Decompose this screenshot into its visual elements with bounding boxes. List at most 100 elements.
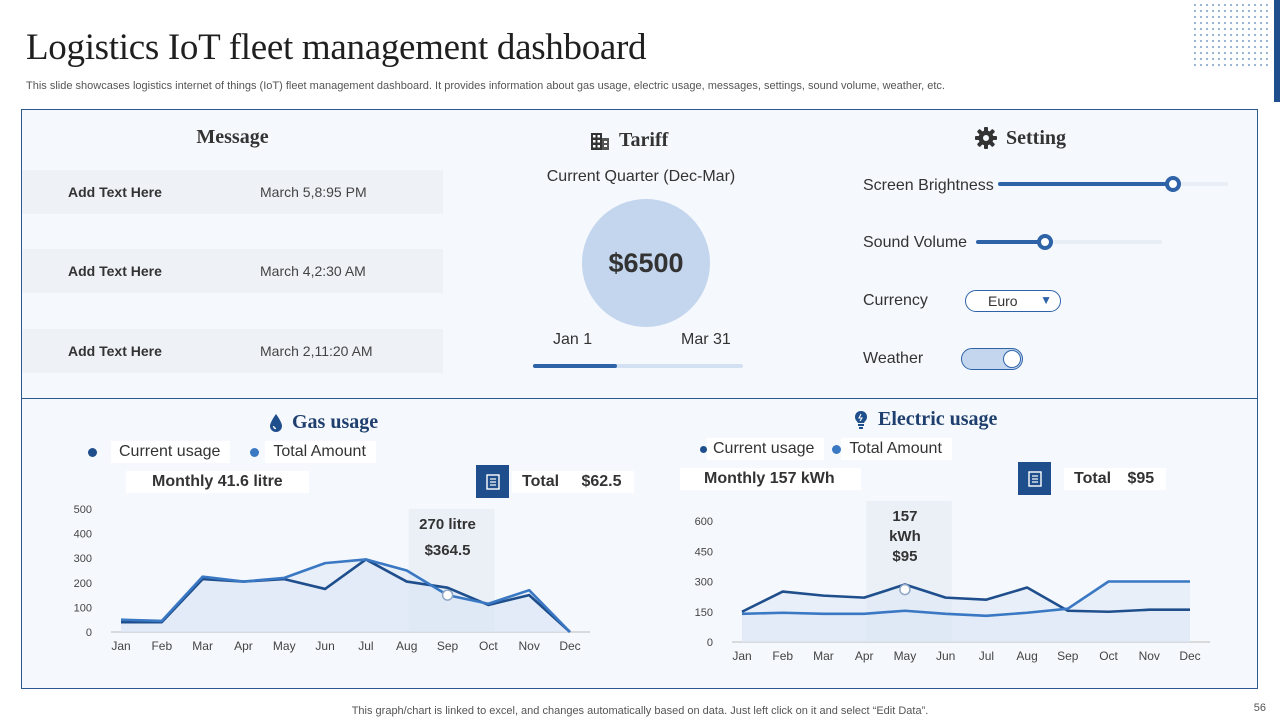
gas-usage-chart: 0 100 200 300 400 500 Jan Feb Mar Apr May Jun Jul Aug…	[74, 504, 590, 653]
dot-pattern-decoration	[1192, 2, 1268, 70]
x-tick-label: Oct	[1099, 649, 1118, 663]
tariff-period: Current Quarter (Dec-Mar)	[546, 168, 736, 185]
message-date: March 5,8:95 PM	[260, 184, 367, 200]
gas-header: Gas usage	[268, 411, 378, 434]
tariff-header: Tariff	[589, 129, 668, 152]
electric-title: Electric usage	[878, 408, 998, 430]
x-tick-label: Jun	[936, 649, 955, 663]
tooltip-label: kWh	[889, 528, 921, 545]
y-tick-label: 0	[86, 627, 92, 639]
legend-current: Current usage	[111, 441, 231, 463]
x-tick-label: Mar	[192, 639, 213, 653]
electric-total-value: $95	[1127, 470, 1155, 487]
tooltip-label: $95	[892, 548, 917, 565]
gas-total: Total $62.5	[512, 471, 634, 493]
message-text: Add Text Here	[68, 343, 162, 359]
x-tick-label: Dec	[559, 639, 580, 653]
series-area	[742, 581, 1190, 642]
y-tick-label: 450	[695, 546, 713, 558]
toggle-knob	[1003, 350, 1021, 368]
gas-total-value: $62.5	[581, 473, 622, 490]
currency-select[interactable]: Euro ▼	[965, 290, 1061, 312]
y-tick-label: 100	[74, 602, 92, 614]
building-icon	[591, 132, 609, 150]
electric-usage-panel: Electric usage Current usage Total Amoun…	[640, 398, 1258, 689]
x-tick-label: Jan	[111, 639, 130, 653]
y-tick-label: 500	[74, 504, 92, 516]
series-line	[121, 558, 571, 633]
legend-total: Total Amount	[265, 441, 376, 463]
message-panel: Message Add Text Here March 5,8:95 PM Ad…	[21, 109, 444, 399]
tooltip-label: $364.5	[425, 542, 471, 559]
message-row[interactable]: Add Text Here March 4,2:30 AM	[22, 249, 443, 293]
weather-toggle[interactable]	[961, 348, 1023, 370]
tariff-amount: $6500	[582, 199, 710, 327]
series-area	[121, 559, 570, 632]
y-tick-label: 400	[74, 529, 92, 541]
page-number: 56	[1253, 702, 1266, 714]
gas-title: Gas usage	[292, 411, 379, 433]
setting-header: Setting	[974, 126, 1066, 150]
x-tick-label: Oct	[479, 639, 498, 653]
y-tick-label: 150	[695, 607, 713, 619]
volume-slider-handle[interactable]	[1036, 234, 1053, 250]
x-tick-label: Mar	[813, 649, 834, 663]
page-subtitle: This slide showcases logistics internet …	[26, 80, 945, 92]
y-tick-label: 600	[695, 516, 713, 528]
gear-icon	[975, 127, 997, 149]
message-date: March 2,11:20 AM	[260, 343, 373, 359]
x-tick-label: Nov	[519, 639, 540, 653]
message-text: Add Text Here	[68, 263, 162, 279]
tooltip-label: 157	[892, 508, 917, 525]
gas-legend: Current usage Total Amount	[88, 441, 376, 463]
electric-total-label: Total	[1074, 470, 1112, 487]
x-tick-label: Sep	[1057, 649, 1079, 663]
x-tick-label: Apr	[234, 639, 253, 653]
series-line	[741, 583, 1190, 614]
volume-slider[interactable]	[976, 234, 1162, 250]
legend-dot-total	[832, 444, 842, 454]
y-tick-label: 300	[74, 553, 92, 565]
document-icon	[476, 465, 509, 498]
y-tick-label: 300	[695, 577, 713, 589]
x-tick-label: Dec	[1179, 649, 1200, 663]
message-row[interactable]: Add Text Here March 5,8:95 PM	[22, 170, 443, 214]
legend-dot-current	[88, 447, 97, 457]
brightness-slider[interactable]	[998, 176, 1228, 192]
x-tick-label: May	[273, 639, 296, 653]
series-line	[120, 558, 571, 633]
tariff-end-date: Mar 31	[681, 331, 731, 348]
weather-label: Weather	[863, 350, 924, 367]
plug-icon	[855, 410, 867, 429]
x-tick-label: Aug	[1016, 649, 1037, 663]
x-tick-label: Nov	[1139, 649, 1160, 663]
y-tick-label: 200	[74, 578, 92, 590]
setting-panel: Setting Screen Brightness Sound Volume C…	[840, 109, 1258, 399]
highlight-point	[899, 583, 911, 596]
brightness-slider-fill	[998, 182, 1173, 186]
page-title: Logistics IoT fleet management dashboard	[26, 27, 647, 68]
electric-legend: Current usage Total Amount	[700, 438, 952, 460]
legend-current: Current usage	[707, 438, 825, 460]
message-date: March 4,2:30 AM	[260, 263, 366, 279]
caret-down-icon: ▼	[1040, 293, 1052, 307]
message-row[interactable]: Add Text Here March 2,11:20 AM	[22, 329, 443, 373]
currency-label: Currency	[863, 292, 928, 309]
x-tick-label: Aug	[396, 639, 417, 653]
legend-dot-total	[250, 447, 260, 457]
tariff-start-date: Jan 1	[553, 331, 593, 348]
x-tick-label: Jan	[732, 649, 751, 663]
x-tick-label: Sep	[437, 639, 459, 653]
series-line	[741, 580, 1190, 618]
brightness-slider-handle[interactable]	[1164, 176, 1181, 192]
gas-usage-panel: Gas usage Current usage Total Amount Mon…	[21, 398, 641, 689]
document-icon	[1018, 462, 1051, 495]
accent-bar	[1274, 0, 1280, 102]
electric-usage-chart: 0 150 300 450 600 Jan Feb Mar Apr May Jun Jul Aug Sep…	[695, 501, 1210, 663]
highlight-point	[441, 589, 454, 601]
electric-monthly: Monthly 157 kWh	[680, 468, 861, 490]
x-tick-label: May	[894, 649, 917, 663]
legend-dot-current	[700, 445, 707, 453]
y-tick-label: 0	[707, 637, 713, 649]
brightness-label: Screen Brightness	[863, 177, 994, 194]
